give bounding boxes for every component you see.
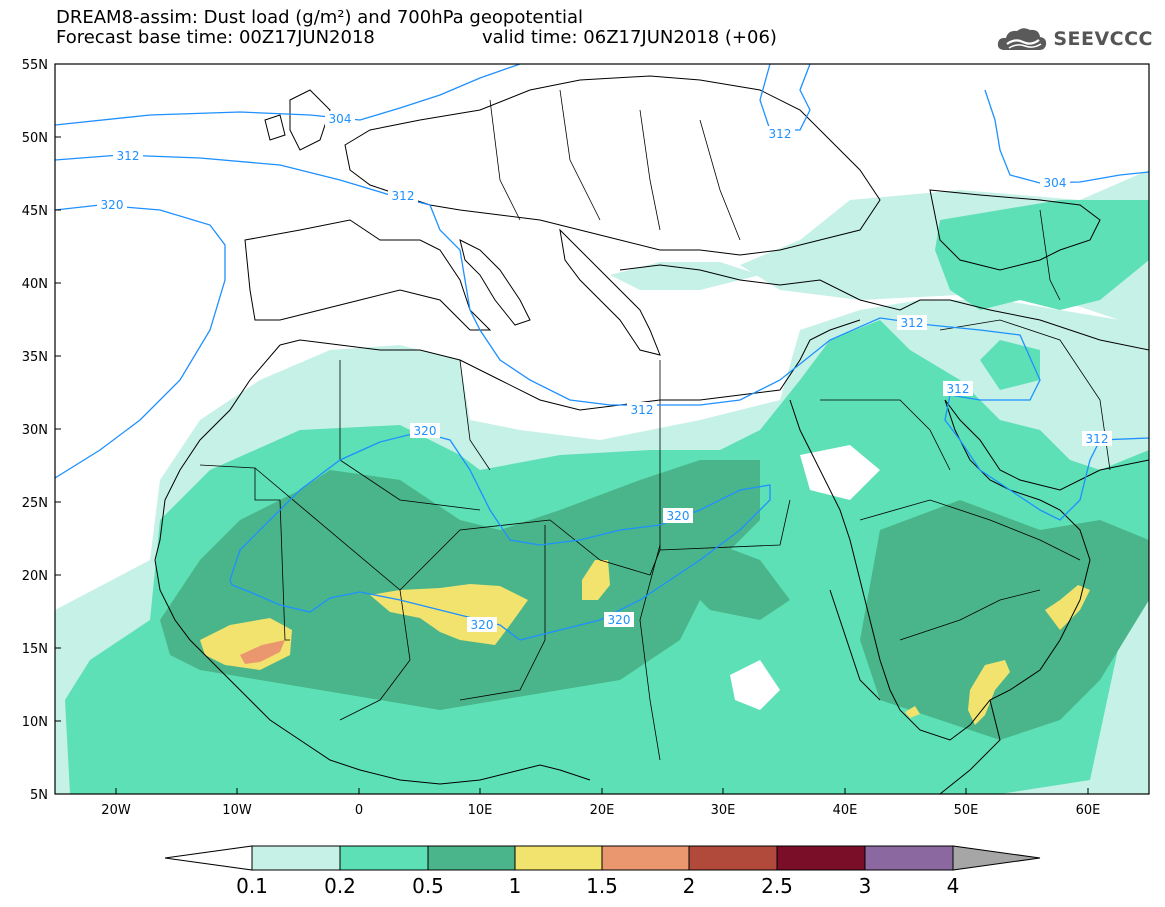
svg-text:320: 320 <box>667 509 690 523</box>
cloud-icon <box>998 28 1047 50</box>
lon-label: 10E <box>468 803 493 818</box>
contour-label: 320 <box>97 197 127 212</box>
contour-label: 312 <box>765 126 795 141</box>
colorbar-low-arrow <box>164 845 253 871</box>
colorbar-label: 2.5 <box>761 874 793 898</box>
colorbar-swatch <box>776 845 866 871</box>
lon-label: 60E <box>1076 803 1101 818</box>
contour-label: 312 <box>627 402 657 417</box>
colorbar-label: 0.5 <box>412 874 444 898</box>
contour-labels: 304 312 320 312 312 304 312 320 320 320 … <box>97 111 1112 632</box>
longitude-axis: 20W 10W 0 10E 20E 30E 40E 50E 60E <box>101 788 1100 818</box>
logo-text: SEEVCCC <box>1053 28 1153 50</box>
colorbar-swatch <box>251 845 341 871</box>
svg-text:312: 312 <box>947 382 970 396</box>
lon-label: 10W <box>222 803 252 818</box>
lat-label: 30N <box>22 423 48 438</box>
lat-label: 15N <box>22 642 48 657</box>
lon-label: 20W <box>101 803 131 818</box>
contour-label: 320 <box>467 617 497 632</box>
colorbar-label: 1.5 <box>586 874 618 898</box>
contour-label: 312 <box>1082 431 1112 446</box>
lat-label: 45N <box>22 204 48 219</box>
colorbar-label: 0.2 <box>324 874 356 898</box>
lon-label: 0 <box>355 803 363 818</box>
colorbar-swatch <box>339 845 429 871</box>
dust-free-areas <box>730 445 880 710</box>
colorbar-swatch <box>427 845 516 871</box>
contour-label: 312 <box>388 188 418 203</box>
lat-label: 40N <box>22 277 48 292</box>
svg-text:320: 320 <box>414 424 437 438</box>
svg-text:312: 312 <box>392 189 415 203</box>
lat-label: 10N <box>22 715 48 730</box>
colorbar-swatch <box>688 845 778 871</box>
forecast-base-time: Forecast base time: 00Z17JUN2018 <box>56 27 375 48</box>
valid-time: valid time: 06Z17JUN2018 (+06) <box>482 27 777 48</box>
contour-label: 312 <box>113 148 143 163</box>
lat-label: 50N <box>22 131 48 146</box>
contour-label: 320 <box>410 423 440 438</box>
dust-layer-1.5 <box>240 640 285 664</box>
colorbar-label: 2 <box>683 874 696 898</box>
colorbar-label: 1 <box>509 874 522 898</box>
svg-text:320: 320 <box>101 198 124 212</box>
colorbar-high-arrow <box>952 845 1041 871</box>
lat-label: 55N <box>22 58 48 73</box>
colorbar-label: 4 <box>947 874 960 898</box>
country-borders <box>199 89 1111 761</box>
lon-label: 40E <box>833 803 858 818</box>
colorbar: 0.1 0.2 0.5 1 1.5 2 2.5 3 4 <box>164 845 1041 898</box>
svg-text:304: 304 <box>1044 176 1067 190</box>
colorbar-label: 3 <box>859 874 872 898</box>
lat-label: 20N <box>22 569 48 584</box>
svg-text:312: 312 <box>901 316 924 330</box>
contour-label: 320 <box>604 612 634 627</box>
colorbar-swatch <box>514 845 603 871</box>
map-title: DREAM8-assim: Dust load (g/m²) and 700hP… <box>56 7 583 28</box>
lon-label: 30E <box>711 803 736 818</box>
lon-label: 50E <box>954 803 979 818</box>
svg-text:312: 312 <box>117 149 140 163</box>
svg-text:320: 320 <box>608 613 631 627</box>
coastlines <box>154 75 1149 794</box>
colorbar-label: 0.1 <box>236 874 268 898</box>
svg-text:312: 312 <box>631 403 654 417</box>
latitude-axis: 55N 50N 45N 40N 35N 30N 25N 20N 15N 10N … <box>22 58 61 803</box>
contour-label: 304 <box>325 111 355 126</box>
svg-text:312: 312 <box>769 127 792 141</box>
contour-label: 312 <box>897 315 927 330</box>
seevccc-logo: SEEVCCC <box>995 22 1153 56</box>
svg-text:304: 304 <box>329 112 352 126</box>
lat-label: 5N <box>30 788 48 803</box>
svg-text:312: 312 <box>1086 432 1109 446</box>
colorbar-swatch <box>864 845 954 871</box>
lat-label: 35N <box>22 350 48 365</box>
contour-label: 312 <box>943 381 973 396</box>
lon-label: 20E <box>590 803 615 818</box>
colorbar-swatch <box>601 845 690 871</box>
contour-label: 304 <box>1040 175 1070 190</box>
dust-layer-0.5 <box>160 460 1149 740</box>
contour-label: 320 <box>663 508 693 523</box>
lat-label: 25N <box>22 496 48 511</box>
svg-text:320: 320 <box>471 618 494 632</box>
